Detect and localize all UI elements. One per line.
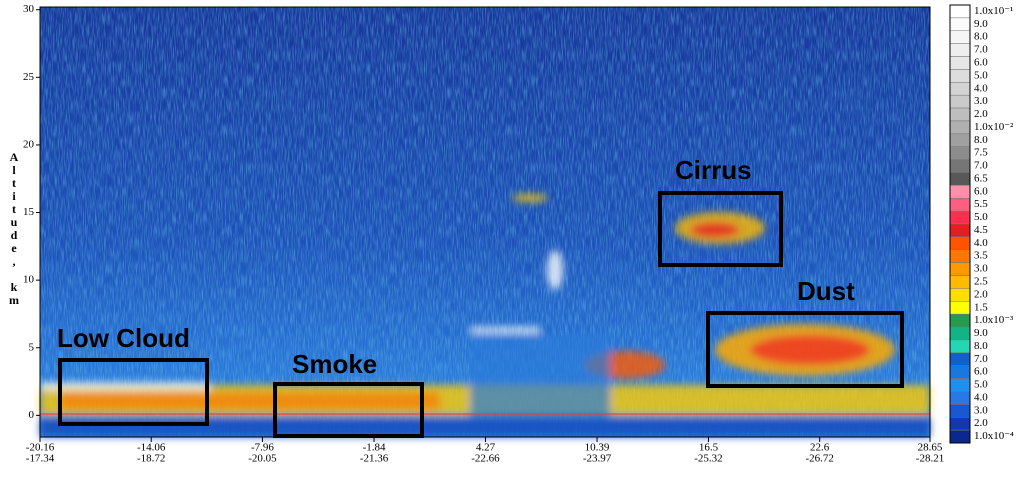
colorbar-label: 2.0: [974, 288, 988, 300]
y-tick-label: 0: [29, 409, 35, 421]
colorbar-label: 4.0: [974, 82, 988, 94]
colorbar-label: 5.0: [974, 69, 988, 81]
colorbar-label: 3.0: [974, 95, 988, 107]
colorbar-label: 1.5: [974, 301, 988, 313]
colorbar-cell: [950, 121, 970, 134]
colorbar-cell: [950, 5, 970, 18]
colorbar-label: 9.0: [974, 327, 988, 339]
page: 051015202530-20.16-17.34-14.06-18.72-7.9…: [0, 0, 1028, 478]
colorbar-cell: [950, 366, 970, 379]
y-tick-label: 15: [23, 206, 35, 218]
colorbar-cell: [950, 276, 970, 289]
colorbar-label: 8.0: [974, 134, 988, 146]
colorbar-cell: [950, 172, 970, 185]
x-tick-label-lon: -20.05: [248, 453, 277, 465]
colorbar-cell: [950, 57, 970, 70]
y-tick-label: 30: [23, 3, 35, 15]
colorbar-cell: [950, 430, 970, 443]
colorbar-cell: [950, 198, 970, 211]
chart: 051015202530-20.16-17.34-14.06-18.72-7.9…: [0, 0, 1028, 478]
colorbar-cell: [950, 250, 970, 263]
colorbar-cell: [950, 31, 970, 44]
colorbar-cell: [950, 314, 970, 327]
y-tick-label: 20: [23, 138, 35, 150]
colorbar-label: 9.0: [974, 18, 988, 30]
colorbar-label: 3.0: [974, 263, 988, 275]
colorbar-label: 7.5: [974, 147, 988, 159]
x-tick-label-lon: -22.66: [471, 453, 500, 465]
colorbar-label: 3.5: [974, 250, 988, 262]
colorbar-label: 5.5: [974, 198, 988, 210]
colorbar-label: 4.0: [974, 391, 988, 403]
colorbar-cell: [950, 340, 970, 353]
colorbar-cell: [950, 288, 970, 301]
annotation-label: Dust: [797, 276, 855, 306]
colorbar-cell: [950, 82, 970, 95]
colorbar-label: 7.0: [974, 353, 988, 365]
x-tick-label-lon: -26.72: [805, 453, 833, 465]
colorbar-label: 2.5: [974, 276, 988, 288]
y-tick-label: 25: [23, 71, 35, 83]
y-tick-label: 10: [23, 274, 35, 286]
colorbar-cell: [950, 134, 970, 147]
x-tick-label-lon: -17.34: [26, 453, 55, 465]
colorbar-cell: [950, 391, 970, 404]
y-axis-label: Altitude, km: [6, 150, 21, 306]
colorbar-cell: [950, 185, 970, 198]
colorbar-label: 3.0: [974, 404, 988, 416]
colorbar-cell: [950, 44, 970, 57]
colorbar-cell: [950, 211, 970, 224]
colorbar-label: 1.0x10⁻²: [974, 121, 1014, 133]
y-tick-label: 5: [29, 341, 35, 353]
colorbar-cell: [950, 95, 970, 108]
colorbar-cell: [950, 147, 970, 160]
x-tick-label-lon: -21.36: [360, 453, 389, 465]
colorbar-label: 2.0: [974, 108, 988, 120]
colorbar-cell: [950, 417, 970, 430]
colorbar-label: 5.0: [974, 211, 988, 223]
colorbar-cell: [950, 237, 970, 250]
colorbar-cell: [950, 404, 970, 417]
colorbar-label: 6.0: [974, 185, 988, 197]
x-tick-label-lon: -28.21: [916, 453, 944, 465]
colorbar-label: 2.0: [974, 417, 988, 429]
colorbar-cell: [950, 327, 970, 340]
colorbar-label: 4.5: [974, 224, 988, 236]
colorbar-cell: [950, 353, 970, 366]
colorbar-label: 1.0x10⁻³: [974, 314, 1014, 326]
annotation-label: Smoke: [292, 349, 377, 379]
x-tick-label-lon: -23.97: [583, 453, 612, 465]
colorbar-cell: [950, 379, 970, 392]
x-tick-label-lon: -25.32: [694, 453, 722, 465]
colorbar-label: 1.0x10⁻¹: [974, 5, 1013, 17]
colorbar-label: 4.0: [974, 237, 988, 249]
colorbar-label: 5.0: [974, 379, 988, 391]
colorbar-label: 8.0: [974, 340, 988, 352]
colorbar-cell: [950, 108, 970, 121]
colorbar-label: 7.0: [974, 44, 988, 56]
colorbar-label: 6.0: [974, 366, 988, 378]
colorbar-cell: [950, 18, 970, 31]
colorbar-cell: [950, 69, 970, 82]
colorbar-cell: [950, 301, 970, 314]
colorbar-cell: [950, 160, 970, 173]
x-tick-label-lon: -18.72: [137, 453, 165, 465]
colorbar-label: 1.0x10⁻⁴: [974, 430, 1014, 442]
annotation-label: Cirrus: [675, 155, 752, 185]
backscatter-image: [40, 7, 930, 437]
colorbar-cell: [950, 224, 970, 237]
colorbar-label: 8.0: [974, 31, 988, 43]
colorbar-cell: [950, 263, 970, 276]
colorbar-label: 6.5: [974, 172, 988, 184]
colorbar-label: 7.0: [974, 160, 988, 172]
annotation-label: Low Cloud: [57, 323, 190, 353]
colorbar-label: 6.0: [974, 57, 988, 69]
